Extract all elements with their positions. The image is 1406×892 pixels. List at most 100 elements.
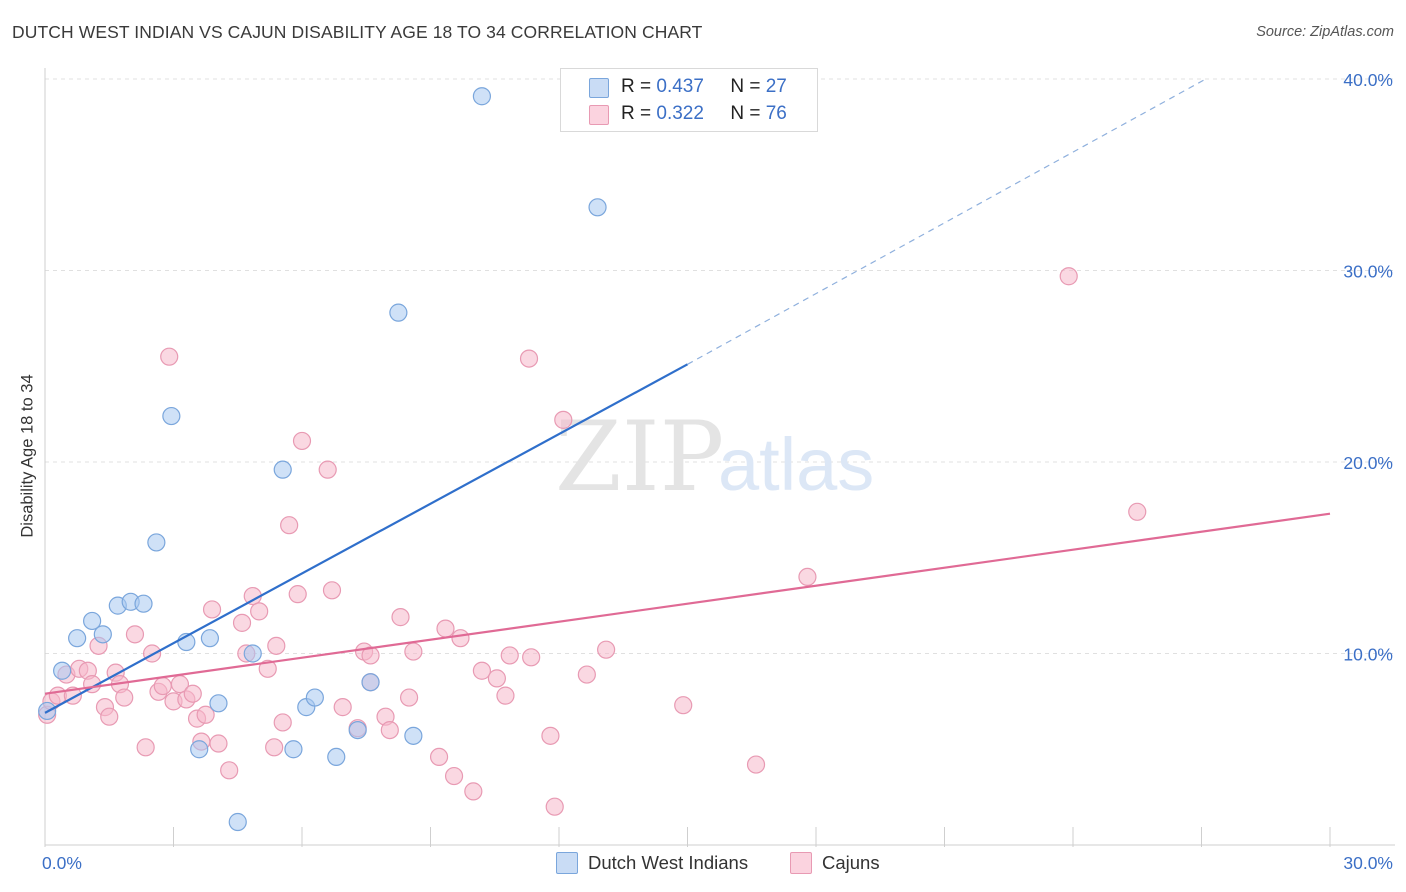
- data-point: [134, 594, 153, 613]
- data-point: [399, 688, 419, 707]
- data-point: [318, 460, 337, 479]
- data-point: [265, 738, 284, 757]
- cajun-points: [38, 267, 1147, 816]
- data-point: [472, 661, 491, 680]
- data-point: [1128, 502, 1147, 521]
- legend-item-cajuns[interactable]: Cajuns: [790, 852, 880, 874]
- trend-line-dutch-west-indians: [44, 363, 689, 714]
- data-point: [284, 740, 303, 759]
- data-point: [288, 585, 307, 604]
- data-point: [280, 516, 299, 535]
- data-point: [322, 581, 342, 600]
- legend-label: Dutch West Indians: [588, 852, 749, 873]
- x-tick-label: 30.0%: [1343, 853, 1393, 873]
- legend-swatch-blue: [556, 852, 578, 874]
- legend-r-value: 0.437: [656, 76, 704, 97]
- data-point: [305, 688, 324, 707]
- data-point: [68, 629, 87, 648]
- y-tick-label: 30.0%: [1343, 262, 1393, 282]
- legend-n-value: 76: [765, 103, 787, 124]
- data-point: [93, 625, 112, 644]
- data-point: [545, 797, 564, 816]
- data-point: [190, 740, 209, 759]
- legend-swatch-pink: [589, 105, 609, 125]
- data-point: [160, 347, 179, 366]
- data-point: [202, 600, 222, 619]
- legend-label: Cajuns: [822, 852, 880, 873]
- tick-labels: 10.0% 20.0% 30.0% 40.0% 0.0% 30.0%: [42, 70, 1393, 873]
- data-point: [250, 602, 269, 621]
- legend-swatch-pink: [790, 852, 812, 874]
- data-point: [267, 636, 286, 655]
- y-tick-label: 10.0%: [1343, 645, 1393, 665]
- data-point: [327, 747, 346, 767]
- data-point: [391, 608, 410, 627]
- series-legend: Dutch West Indians Cajuns: [0, 852, 1406, 878]
- data-point: [292, 431, 312, 451]
- data-point: [232, 613, 252, 632]
- legend-item-dutch-west-indians[interactable]: Dutch West Indians: [556, 852, 748, 874]
- data-point: [228, 812, 247, 832]
- x-tick-label: 0.0%: [42, 853, 82, 873]
- data-point: [1059, 267, 1078, 286]
- legend-r-label: R =: [621, 103, 652, 124]
- data-point: [136, 738, 155, 757]
- data-point: [361, 673, 380, 692]
- data-point: [389, 303, 408, 322]
- data-point: [577, 665, 596, 684]
- data-point: [273, 713, 292, 732]
- data-point: [209, 694, 228, 713]
- grid-lines: [45, 78, 1395, 654]
- data-point: [333, 698, 352, 717]
- data-point: [142, 644, 162, 663]
- data-point: [200, 629, 220, 648]
- data-point: [380, 720, 399, 740]
- data-point: [487, 669, 506, 688]
- data-point: [500, 646, 519, 665]
- data-point: [53, 661, 72, 680]
- data-point: [496, 686, 515, 705]
- data-point: [597, 640, 616, 659]
- data-point: [209, 734, 228, 753]
- data-point: [798, 567, 817, 587]
- data-point: [183, 684, 202, 703]
- dutch-west-indian-points: [38, 87, 607, 832]
- data-point: [153, 676, 172, 696]
- data-point: [472, 87, 491, 106]
- chart-title: DUTCH WEST INDIAN VS CAJUN DISABILITY AG…: [12, 22, 703, 42]
- watermark-zip: ZIP: [555, 401, 724, 513]
- data-point: [348, 720, 367, 740]
- data-point: [429, 747, 449, 767]
- trend-lines: [44, 78, 1331, 714]
- legend-n-label: N =: [730, 76, 761, 97]
- legend-r-label: R =: [621, 76, 652, 97]
- y-tick-label: 20.0%: [1343, 453, 1393, 473]
- data-point: [451, 629, 470, 648]
- data-point: [361, 646, 380, 665]
- data-point: [162, 406, 181, 426]
- data-point: [83, 611, 102, 631]
- data-point: [541, 726, 560, 745]
- legend-r-value: 0.322: [656, 103, 704, 124]
- data-point: [436, 619, 455, 638]
- data-point: [404, 726, 423, 745]
- data-point: [147, 533, 166, 552]
- data-point: [196, 705, 215, 724]
- data-point: [522, 648, 541, 667]
- correlation-legend: R = 0.437 N = 27 R = 0.322 N = 76: [560, 68, 818, 132]
- data-point: [674, 696, 693, 715]
- data-point: [746, 755, 766, 774]
- data-point: [273, 460, 292, 479]
- data-point: [588, 198, 607, 217]
- legend-n-label: N =: [730, 103, 761, 124]
- data-point: [444, 766, 464, 786]
- data-point: [125, 625, 145, 644]
- data-point: [258, 659, 277, 678]
- data-point: [115, 688, 134, 707]
- legend-swatch-blue: [589, 78, 609, 98]
- data-point: [100, 707, 119, 726]
- legend-n-value: 27: [765, 76, 787, 97]
- data-point: [464, 782, 483, 801]
